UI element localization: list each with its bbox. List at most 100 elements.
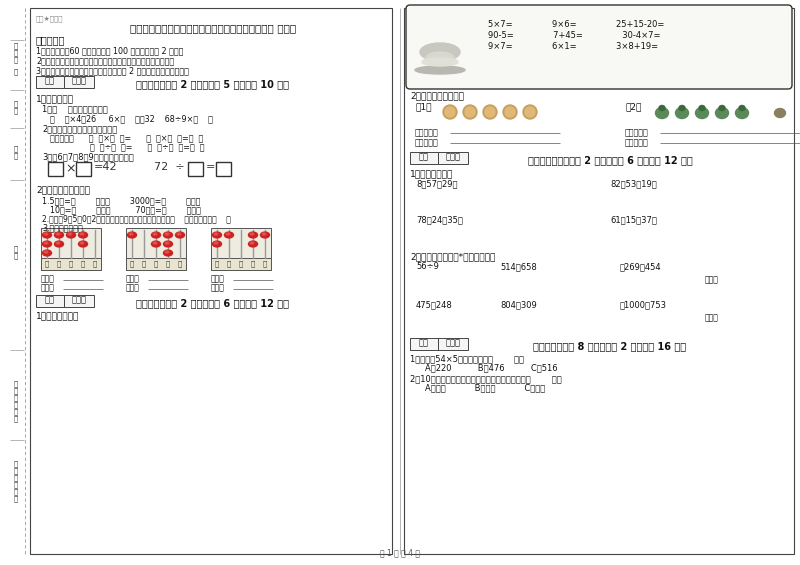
Text: 万: 万 <box>215 260 219 267</box>
Ellipse shape <box>426 52 454 64</box>
Text: 验算：: 验算： <box>705 313 719 322</box>
Ellipse shape <box>66 232 75 238</box>
Text: 验算：: 验算： <box>705 275 719 284</box>
Text: 514＋658: 514＋658 <box>500 262 537 271</box>
Ellipse shape <box>774 108 786 118</box>
Ellipse shape <box>163 232 173 238</box>
Text: 考试须知：: 考试须知： <box>36 35 66 45</box>
Text: 千: 千 <box>57 260 61 267</box>
Ellipse shape <box>226 233 230 235</box>
Ellipse shape <box>679 106 685 111</box>
Text: 写作：: 写作： <box>126 274 140 283</box>
Text: （  ）÷（  ）=      （  ）÷（  ）=（  ）: （ ）÷（ ）= （ ）÷（ ）=（ ） <box>90 143 205 152</box>
Text: 校: 校 <box>14 252 18 259</box>
Bar <box>76 162 91 176</box>
Ellipse shape <box>151 241 161 247</box>
Text: 十: 十 <box>81 260 85 267</box>
Ellipse shape <box>165 242 169 244</box>
Ellipse shape <box>446 112 454 118</box>
Text: 一、填空题（共 2 大题，每题 5 分，共计 10 分）: 一、填空题（共 2 大题，每题 5 分，共计 10 分） <box>137 79 290 89</box>
Ellipse shape <box>54 241 63 247</box>
Text: 百: 百 <box>239 260 243 267</box>
Text: 2．10点整的时候，钟面上时针和分针所成的角是（        ）。: 2．10点整的时候，钟面上时针和分针所成的角是（ ）。 <box>410 374 562 383</box>
Ellipse shape <box>68 233 72 235</box>
Text: 分: 分 <box>14 387 18 394</box>
Bar <box>41 228 101 270</box>
Text: 得分: 得分 <box>419 338 429 347</box>
Text: A．直角           B．锐角           C．钝角: A．直角 B．锐角 C．钝角 <box>425 383 546 392</box>
Text: 十: 十 <box>166 260 170 267</box>
Text: 分: 分 <box>14 467 18 473</box>
Circle shape <box>483 105 497 119</box>
Ellipse shape <box>675 107 689 119</box>
Text: 读作：: 读作： <box>211 283 225 292</box>
Text: 写作：: 写作： <box>211 274 225 283</box>
Text: 三、列竖式计算（共 2 大题，每题 6 分，共计 12 分）: 三、列竖式计算（共 2 大题，每题 6 分，共计 12 分） <box>528 155 692 165</box>
Circle shape <box>465 107 475 117</box>
Text: 78－24＋35＝: 78－24＋35＝ <box>416 215 463 224</box>
Ellipse shape <box>422 58 458 66</box>
Text: 61＋15－37＝: 61＋15－37＝ <box>610 215 657 224</box>
Text: 副: 副 <box>14 401 18 407</box>
Ellipse shape <box>250 233 254 235</box>
Ellipse shape <box>214 242 218 244</box>
Text: 百: 百 <box>154 260 158 267</box>
Text: 2．请首先按要求在试卷的指定位置填写您的姓名、班级、学号。: 2．请首先按要求在试卷的指定位置填写您的姓名、班级、学号。 <box>36 56 174 65</box>
Ellipse shape <box>249 232 258 238</box>
Text: 千: 千 <box>227 260 231 267</box>
Text: 万: 万 <box>130 260 134 267</box>
Ellipse shape <box>506 112 514 118</box>
Text: 得分: 得分 <box>45 295 55 304</box>
Circle shape <box>525 107 535 117</box>
Circle shape <box>485 107 495 117</box>
Bar <box>404 8 794 554</box>
Ellipse shape <box>695 107 709 119</box>
Text: （: （ <box>14 474 18 481</box>
Text: ×: × <box>62 162 77 175</box>
Text: 微密★自用册: 微密★自用册 <box>36 15 63 21</box>
Ellipse shape <box>214 233 218 235</box>
Text: 百: 百 <box>69 260 73 267</box>
Text: （    ）×4＜26     6×（    ）＜32    68÷9×（    ）: （ ）×4＜26 6×（ ）＜32 68÷9×（ ） <box>50 114 213 123</box>
Text: 十: 十 <box>251 260 255 267</box>
Ellipse shape <box>165 233 169 235</box>
Text: 3．把6、7、8、9填在合适的口里。: 3．把6、7、8、9填在合适的口里。 <box>42 152 134 161</box>
Text: ＊1000－753: ＊1000－753 <box>620 300 667 309</box>
Circle shape <box>523 105 537 119</box>
Text: 第 1 页 共 4 页: 第 1 页 共 4 页 <box>380 548 420 557</box>
Bar <box>36 76 64 88</box>
Ellipse shape <box>715 107 729 119</box>
Text: 90-5=               7+45=               30-4×7=: 90-5= 7+45= 30-4×7= <box>488 31 661 40</box>
Text: 乘减算式：: 乘减算式： <box>625 138 649 147</box>
Text: =: = <box>206 162 215 172</box>
Ellipse shape <box>42 241 51 247</box>
Text: 二、计算题（共 2 大题，每题 6 分，共计 12 分）: 二、计算题（共 2 大题，每题 6 分，共计 12 分） <box>137 298 290 308</box>
Text: 1．估一估54×5的得数可能是（        ）。: 1．估一估54×5的得数可能是（ ）。 <box>410 354 524 363</box>
Text: 总: 总 <box>14 460 18 467</box>
FancyBboxPatch shape <box>406 5 792 89</box>
Text: 千: 千 <box>142 260 146 267</box>
Text: 班: 班 <box>14 100 18 107</box>
Ellipse shape <box>56 242 60 244</box>
Text: 总: 总 <box>14 380 18 386</box>
Text: 读作：: 读作： <box>126 283 140 292</box>
Circle shape <box>463 105 477 119</box>
Bar <box>438 338 468 350</box>
Text: ）: ） <box>14 415 18 421</box>
Text: 得分: 得分 <box>45 76 55 85</box>
Ellipse shape <box>735 107 749 119</box>
Text: 名: 名 <box>14 152 18 159</box>
Text: ＊269＋454: ＊269＋454 <box>620 262 662 271</box>
Ellipse shape <box>151 232 161 238</box>
Text: 卷: 卷 <box>14 408 18 415</box>
Text: 8＋57＋29＝: 8＋57＋29＝ <box>416 179 458 188</box>
Text: 巴音郭楞蒙古自治州二年级数学上学期能力检测试卷 附答案: 巴音郭楞蒙古自治州二年级数学上学期能力检测试卷 附答案 <box>130 23 296 33</box>
Text: 1．口算我最棒！: 1．口算我最棒！ <box>36 311 79 320</box>
Ellipse shape <box>78 232 87 238</box>
Text: （2）: （2） <box>625 102 642 111</box>
Ellipse shape <box>213 232 222 238</box>
Bar <box>48 162 63 176</box>
Text: 考: 考 <box>14 49 18 55</box>
Bar <box>211 228 271 270</box>
Text: （: （ <box>14 394 18 401</box>
